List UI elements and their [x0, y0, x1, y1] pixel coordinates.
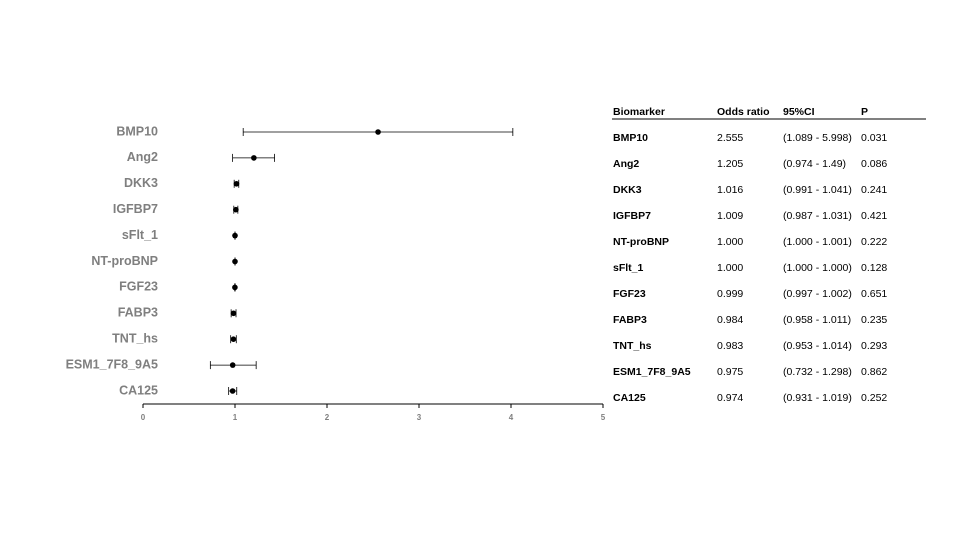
- table-cell: (1.089 - 5.998): [783, 132, 852, 144]
- table-cell: 0.983: [717, 340, 743, 352]
- table-cell: (0.991 - 1.041): [783, 184, 852, 196]
- table-cell: 0.128: [861, 262, 887, 274]
- y-tick-label: TNT_hs: [112, 331, 158, 345]
- x-tick-label: 3: [417, 413, 422, 422]
- y-tick-label: DKK3: [124, 176, 158, 190]
- table-cell: (0.732 - 1.298): [783, 366, 852, 378]
- point: [232, 258, 238, 265]
- table-cell: (0.987 - 1.031): [783, 210, 852, 222]
- table-cell: CA125: [613, 392, 646, 404]
- table-cell: 0.235: [861, 314, 887, 326]
- table-cell: 0.421: [861, 210, 887, 222]
- table-cell: FGF23: [613, 288, 646, 300]
- table-cell: (0.974 - 1.49): [783, 158, 846, 170]
- table-cell: 0.975: [717, 366, 743, 378]
- table-cell: NT-proBNP: [613, 236, 669, 248]
- x-tick-label: 2: [325, 413, 330, 422]
- table-cell: 0.862: [861, 366, 887, 378]
- table-cell: 1.009: [717, 210, 743, 222]
- table-cell: (0.958 - 1.011): [783, 314, 851, 326]
- y-tick-label: FABP3: [118, 306, 158, 320]
- table-cell: BMP10: [613, 132, 648, 144]
- table-cell: (1.000 - 1.000): [783, 262, 852, 274]
- table-cell: (1.000 - 1.001): [783, 236, 852, 248]
- table-cell: 0.086: [861, 158, 887, 170]
- y-tick-label: IGFBP7: [113, 202, 158, 216]
- table-cell: IGFBP7: [613, 210, 651, 222]
- y-tick-label: NT-proBNP: [91, 254, 158, 268]
- table-cell: 1.205: [717, 158, 743, 170]
- x-tick-label: 1: [233, 413, 238, 422]
- table-cell: 0.031: [861, 132, 887, 144]
- y-tick-label: FGF23: [119, 280, 158, 294]
- x-tick-label: 5: [601, 413, 606, 422]
- table-cell: 1.016: [717, 184, 743, 196]
- table-cell: (0.997 - 1.002): [783, 288, 852, 300]
- y-tick-label: Ang2: [127, 150, 158, 164]
- table-cell: 2.555: [717, 132, 743, 144]
- point: [375, 129, 381, 135]
- point: [229, 362, 236, 368]
- table-cell: 1.000: [717, 236, 743, 248]
- table-cell: FABP3: [613, 314, 647, 326]
- point: [233, 181, 240, 187]
- table-cell: 0.651: [861, 288, 887, 300]
- point: [230, 336, 237, 343]
- table-cell: 0.241: [861, 184, 887, 196]
- table-cell: DKK3: [613, 184, 642, 196]
- point: [229, 388, 236, 394]
- y-tick-label: sFlt_1: [122, 228, 158, 242]
- point: [230, 310, 237, 317]
- table-header: P: [861, 106, 868, 118]
- point: [232, 232, 238, 239]
- table-header: Biomarker: [613, 106, 665, 118]
- table-cell: 0.222: [861, 236, 887, 248]
- table-cell: 1.000: [717, 262, 743, 274]
- table-cell: TNT_hs: [613, 340, 652, 352]
- table-header: Odds ratio: [717, 106, 770, 118]
- table-cell: sFlt_1: [613, 262, 644, 274]
- x-tick-label: 4: [509, 413, 514, 422]
- table-header: 95%CI: [783, 106, 815, 118]
- table-cell: 0.984: [717, 314, 743, 326]
- y-tick-label: BMP10: [116, 124, 158, 138]
- y-tick-label: CA125: [119, 383, 158, 397]
- table-cell: ESM1_7F8_9A5: [613, 366, 691, 378]
- table-cell: 0.974: [717, 392, 743, 404]
- point: [251, 155, 257, 161]
- x-tick-label: 0: [141, 413, 146, 422]
- table-cell: 0.999: [717, 288, 743, 300]
- y-tick-label: ESM1_7F8_9A5: [66, 357, 158, 371]
- point: [233, 206, 239, 213]
- table-cell: (0.931 - 1.019): [783, 392, 852, 404]
- table-cell: 0.252: [861, 392, 887, 404]
- point: [232, 284, 238, 291]
- table-cell: (0.953 - 1.014): [783, 340, 852, 352]
- table-cell: 0.293: [861, 340, 887, 352]
- table-cell: Ang2: [613, 158, 639, 170]
